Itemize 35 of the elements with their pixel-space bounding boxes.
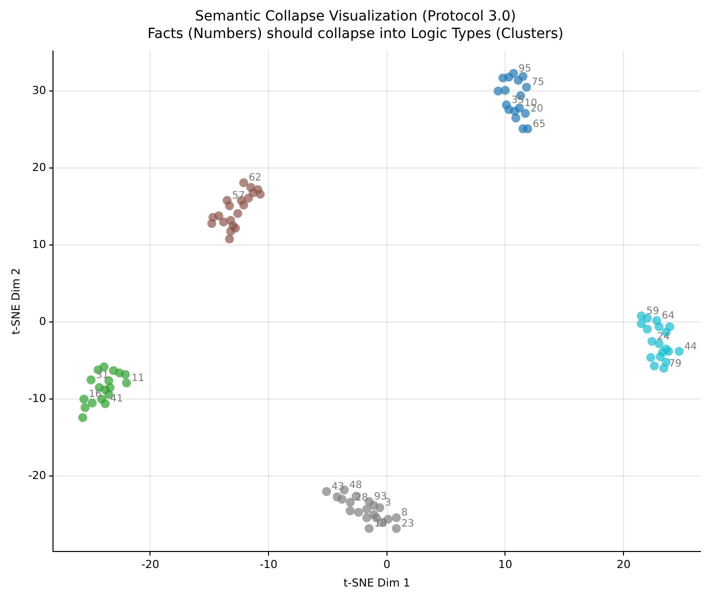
y-tick-label: 30: [32, 84, 46, 97]
annotation: 57: [232, 190, 245, 202]
x-tick-label: -10: [260, 558, 278, 572]
annotation: 62: [248, 172, 262, 184]
annotation: 48: [349, 480, 362, 491]
annotation: 59: [646, 306, 660, 317]
y-tick-label: 0: [39, 314, 46, 328]
annotation: 79: [668, 358, 682, 370]
x-tick-label: 20: [616, 558, 631, 572]
annotation: 35: [511, 94, 524, 106]
annotation: 3: [384, 498, 392, 509]
annotation: 16: [88, 389, 102, 400]
y-tick-label: -10: [28, 392, 46, 405]
annotation: 43: [332, 482, 344, 493]
x-tick-label: 10: [498, 558, 512, 572]
annotation: 41: [110, 394, 123, 405]
annotation: 11: [132, 372, 144, 384]
y-axis-title: t-SNE Dim 2: [9, 268, 22, 335]
y-tick-label: 10: [32, 238, 46, 251]
annotation: 65: [532, 118, 546, 130]
annotation: 8: [401, 508, 408, 519]
x-axis-title: t-SNE Dim 1: [343, 576, 410, 590]
annotation: 44: [684, 341, 697, 352]
annotation: 93: [374, 492, 387, 503]
y-tick-label: 20: [32, 160, 46, 174]
x-tick-label: -20: [141, 558, 160, 572]
annotation: 20: [530, 103, 544, 114]
chart-title: Semantic Collapse Visualization (Protocol 3.0): [195, 8, 516, 24]
annotation: 95: [518, 63, 532, 74]
x-tick-label: 0: [383, 558, 390, 572]
annotation: 23: [401, 518, 414, 530]
chart-subtitle: Facts (Numbers) should collapse into Logic Types (Clusters): [147, 26, 564, 42]
annotation: 64: [662, 310, 674, 322]
y-tick-label: -20: [28, 468, 46, 482]
annotation: 75: [532, 77, 544, 88]
